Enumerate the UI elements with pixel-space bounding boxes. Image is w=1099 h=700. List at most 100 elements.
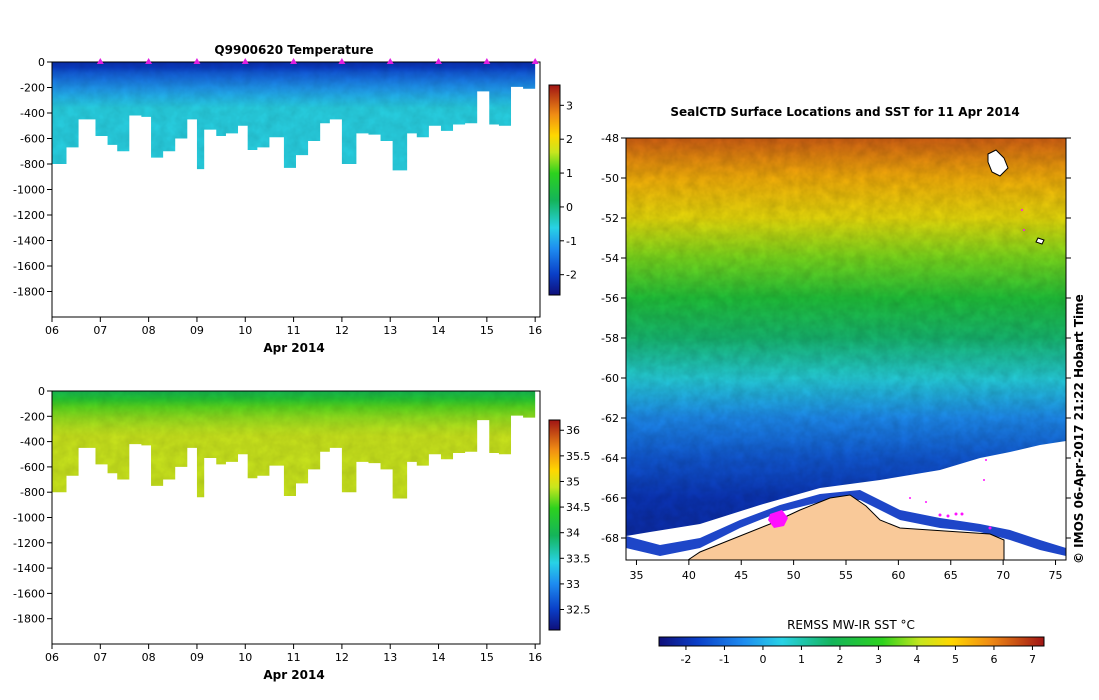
sst-colorbar-tick-label: -2: [680, 653, 691, 666]
map-y-tick-label: -68: [601, 532, 619, 545]
map-y-tick-label: -62: [601, 412, 619, 425]
sst-colorbar-tick-label: 2: [836, 653, 843, 666]
x-tick-label: 06: [45, 324, 59, 337]
profile-marker: [290, 58, 298, 64]
profile-marker: [483, 58, 491, 64]
profile-marker: [435, 58, 443, 64]
sst-colorbar-title: REMSS MW-IR SST °C: [787, 618, 915, 632]
seal-location-cluster: [768, 510, 788, 528]
profile-marker: [241, 58, 249, 64]
y-tick-label: -200: [20, 82, 45, 95]
section-texture: [52, 391, 536, 499]
map-x-tick-label: 40: [682, 569, 696, 582]
x-tick-label: 12: [335, 324, 349, 337]
y-tick-label: -600: [20, 461, 45, 474]
x-tick-label: 16: [528, 651, 542, 664]
temperature-x-label: Apr 2014: [263, 341, 324, 355]
y-tick-label: -1000: [13, 184, 45, 197]
map-y-tick-label: -56: [601, 292, 619, 305]
y-tick-label: 0: [38, 385, 45, 398]
sst-colorbar-tick-label: 1: [798, 653, 805, 666]
map-y-tick-label: -60: [601, 372, 619, 385]
map-y-tick-label: -54: [601, 252, 619, 265]
sst-colorbar-tick-label: 6: [990, 653, 997, 666]
colorbar-tick-label: 33.5: [566, 552, 591, 565]
kerguelen-island: [987, 149, 1009, 177]
seal-location-dots: [909, 209, 1025, 530]
profile-marker: [96, 58, 104, 64]
y-tick-label: -1800: [13, 613, 45, 626]
y-tick-label: -400: [20, 436, 45, 449]
y-tick-label: -1600: [13, 260, 45, 273]
x-tick-label: 09: [190, 651, 204, 664]
x-tick-label: 14: [432, 651, 446, 664]
x-tick-label: 14: [432, 324, 446, 337]
x-tick-label: 07: [93, 651, 107, 664]
y-tick-label: -800: [20, 158, 45, 171]
section-texture: [52, 62, 536, 171]
map-x-tick-label: 70: [996, 569, 1010, 582]
y-tick-label: -1600: [13, 587, 45, 600]
map-y-tick-label: -58: [601, 332, 619, 345]
profile-marker: [193, 58, 201, 64]
x-tick-label: 16: [528, 324, 542, 337]
colorbar-tick-label: 34: [566, 527, 580, 540]
temperature-colorbar: [548, 84, 561, 296]
temperature-section-panel: Q9900620 Temperature 0 -200 -400 -600 -800 -1…: [13, 43, 577, 355]
y-tick-label: -1800: [13, 286, 45, 299]
y-tick-label: -1000: [13, 512, 45, 525]
x-tick-label: 07: [93, 324, 107, 337]
colorbar-tick-label: 34.5: [566, 501, 591, 514]
sst-map-panel: SealCTD Surface Locations and SST for 11…: [601, 105, 1086, 666]
map-y-tick-label: -52: [601, 212, 619, 225]
salinity-section-panel: 0 -200 -400 -600 -800 -1000 -1200 -1400 -1600 -18…: [13, 385, 590, 682]
map-x-tick-label: 50: [787, 569, 801, 582]
antarctica-land: [686, 494, 1005, 561]
x-tick-label: 11: [287, 651, 301, 664]
map-y-tick-label: -66: [601, 492, 619, 505]
map-x-tick-label: 65: [944, 569, 958, 582]
map-y-tick-label: -64: [601, 452, 619, 465]
map-x-tick-label: 75: [1049, 569, 1063, 582]
y-tick-label: -800: [20, 486, 45, 499]
x-tick-label: 08: [142, 651, 156, 664]
x-tick-label: 12: [335, 651, 349, 664]
y-tick-label: -400: [20, 107, 45, 120]
colorbar-tick-label: 35.5: [566, 450, 591, 463]
sst-colorbar-tick-label: -1: [719, 653, 730, 666]
salinity-x-label: Apr 2014: [263, 668, 324, 682]
colorbar-tick-label: 2: [566, 133, 573, 146]
x-tick-label: 10: [238, 324, 252, 337]
map-x-tick-label: 45: [734, 569, 748, 582]
x-tick-label: 13: [383, 651, 397, 664]
sst-colorbar-tick-label: 4: [913, 653, 920, 666]
x-tick-label: 11: [287, 324, 301, 337]
sst-colorbar-tick-label: 7: [1029, 653, 1036, 666]
x-tick-label: 15: [480, 324, 494, 337]
map-x-tick-label: 60: [891, 569, 905, 582]
x-tick-label: 15: [480, 651, 494, 664]
colorbar-tick-label: -2: [566, 269, 577, 282]
profile-marker: [338, 58, 346, 64]
y-tick-label: -1200: [13, 209, 45, 222]
y-tick-label: -200: [20, 410, 45, 423]
map-credit: © IMOS 06-Apr-2017 21:22 Hobart Time: [1072, 294, 1086, 564]
profile-marker: [531, 58, 539, 64]
y-tick-label: -1400: [13, 562, 45, 575]
x-tick-label: 09: [190, 324, 204, 337]
map-y-tick-label: -50: [601, 172, 619, 185]
sst-colorbar-tick-label: 0: [759, 653, 766, 666]
x-tick-label: 08: [142, 324, 156, 337]
colorbar-tick-label: 32.5: [566, 604, 591, 617]
sst-colorbar-tick-label: 3: [875, 653, 882, 666]
y-tick-label: 0: [38, 56, 45, 69]
x-tick-label: 10: [238, 651, 252, 664]
x-tick-label: 06: [45, 651, 59, 664]
y-tick-label: -1400: [13, 235, 45, 248]
y-tick-label: -1200: [13, 537, 45, 550]
colorbar-tick-label: -1: [566, 235, 577, 248]
map-x-tick-label: 55: [839, 569, 853, 582]
coastal-fringe: [626, 490, 1066, 556]
sst-colorbar: [658, 636, 1045, 647]
